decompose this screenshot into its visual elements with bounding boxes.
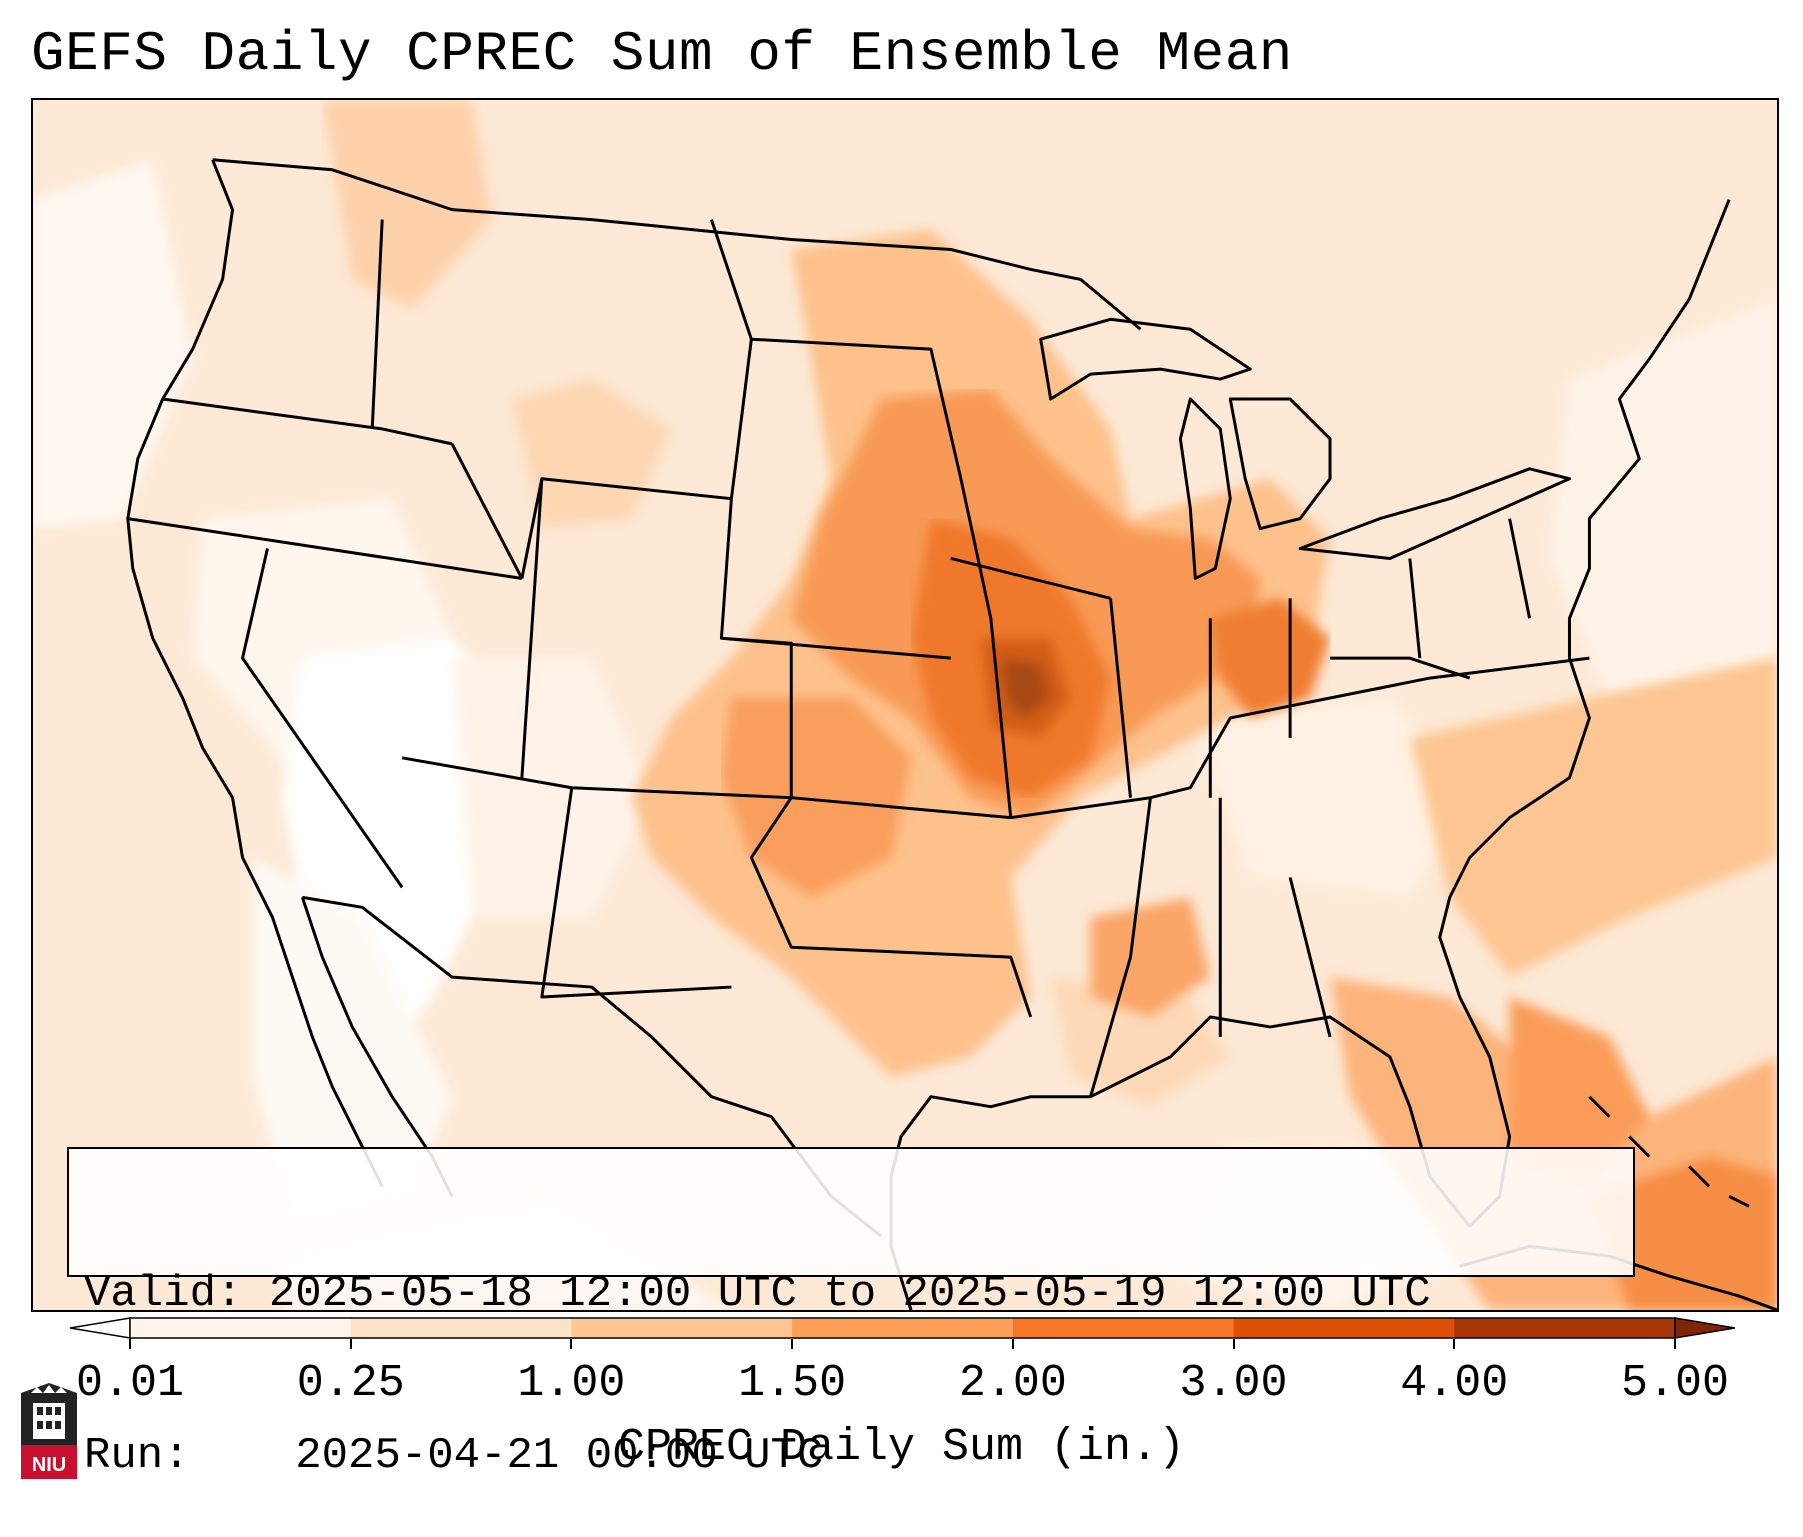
lake-huron — [1228, 397, 1332, 531]
run-value: 2025-04-21 00:00 UTC — [295, 1431, 824, 1481]
colorbar-segment — [350, 1318, 572, 1338]
colorbar-border — [129, 1317, 1676, 1339]
valid-value: 2025-05-18 12:00 UTC to 2025-05-19 12:00… — [268, 1269, 1431, 1319]
map-title: GEFS Daily CPREC Sum of Ensemble Mean — [31, 22, 1293, 86]
colorbar-tick-label: 5.00 — [1620, 1358, 1730, 1409]
map-frame — [31, 98, 1779, 1312]
colorbar-tick-mark — [1232, 1339, 1235, 1349]
colorbar-tick-mark — [1011, 1339, 1014, 1349]
colorbar-segment — [792, 1318, 1014, 1338]
valid-run-info-box: Valid: 2025-05-18 12:00 UTC to 2025-05-1… — [67, 1147, 1635, 1481]
colorbar-segment — [1012, 1318, 1235, 1338]
boundary-lines — [126, 158, 1777, 1310]
atlantic-coastline — [1438, 199, 1731, 1228]
colorbar-tick-label: 0.01 — [75, 1358, 185, 1409]
precipitation-map — [33, 100, 1777, 1310]
lake-erie-ontario — [1298, 467, 1571, 560]
colorbar-tick-mark — [791, 1339, 794, 1349]
colorbar-tick-label: 1.50 — [738, 1358, 847, 1409]
colorbar-label: CPREC Daily Sum (in.) — [617, 1422, 1186, 1473]
colorbar-tick-label: 0.25 — [296, 1358, 405, 1409]
colorbar-segment — [571, 1318, 793, 1338]
colorbar-tick-label: 1.00 — [517, 1358, 626, 1409]
state-lines — [127, 219, 1590, 1098]
colorbar-tick-mark — [129, 1339, 131, 1349]
bahamas-islands — [1588, 1095, 1750, 1208]
canada-border — [212, 158, 1142, 331]
colorbar-tick-mark — [570, 1339, 573, 1349]
lake-superior — [1039, 317, 1252, 401]
colorbar-segment — [1233, 1318, 1455, 1338]
precip-field-core — [910, 518, 1331, 798]
run-line: Run: 2025-04-21 00:00 UTC — [84, 1429, 1633, 1483]
run-label: Run: — [84, 1431, 190, 1481]
colorbar — [70, 1317, 1735, 1339]
colorbar-segment — [130, 1318, 352, 1338]
lake-michigan — [1178, 397, 1232, 580]
pacific-coastline — [126, 159, 384, 1188]
valid-line: Valid: 2025-05-18 12:00 UTC to 2025-05-1… — [84, 1267, 1633, 1321]
colorbar-tick-label: 3.00 — [1179, 1358, 1288, 1409]
colorbar-tick-label: 2.00 — [958, 1358, 1067, 1409]
colorbar-tick-label: 4.00 — [1400, 1358, 1509, 1409]
niu-building-icon: NIU — [21, 1383, 77, 1479]
valid-label: Valid: — [84, 1269, 243, 1319]
niu-logo-text: NIU — [32, 1454, 66, 1476]
colorbar-tick-mark — [1453, 1339, 1456, 1349]
colorbar-tick-mark — [1674, 1339, 1676, 1349]
colorbar-segment — [1454, 1318, 1676, 1338]
colorbar-tick-mark — [349, 1339, 352, 1349]
colorbar-over-extension — [1674, 1317, 1735, 1339]
colorbar-under-extension — [70, 1317, 131, 1339]
